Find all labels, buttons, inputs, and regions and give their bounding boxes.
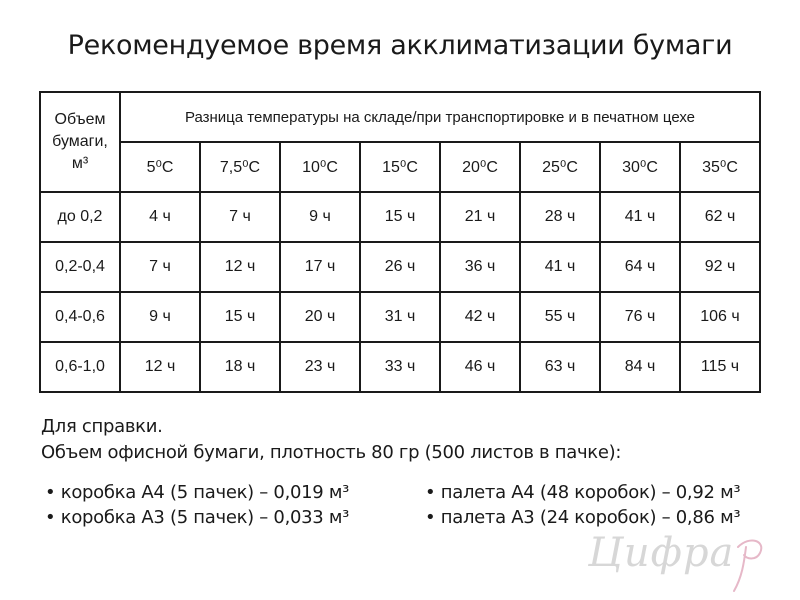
time-cell: 42 ч [439,291,521,343]
reference-subtitle: Объем офисной бумаги, плотность 80 гр (5… [41,442,622,463]
time-cell: 26 ч [359,241,441,293]
brand-logo: Цифра [588,530,735,576]
volume-range-cell: 0,6-1,0 [39,341,121,393]
time-cell: 15 ч [199,291,281,343]
volume-header-line: бумаги, [52,133,108,150]
page-title: Рекомендуемое время акклиматизации бумаг… [67,30,733,61]
list-item: коробка А3 (5 пачек) – 0,033 м³ [45,505,350,530]
table-row: 0,6-1,0 12 ч 18 ч 23 ч 33 ч 46 ч 63 ч 84… [39,341,761,393]
time-cell: 36 ч [439,241,521,293]
table-row: до 0,2 4 ч 7 ч 9 ч 15 ч 21 ч 28 ч 41 ч 6… [39,191,761,243]
time-cell: 92 ч [679,241,761,293]
temp-header-cell: 7,5⁰С [199,141,281,193]
time-cell: 12 ч [199,241,281,293]
reference-title: Для справки. [41,416,163,437]
table-header-row: Объем бумаги, м³ Разница температуры на … [39,91,761,193]
volume-range-cell: до 0,2 [39,191,121,243]
time-cell: 15 ч [359,191,441,243]
time-cell: 63 ч [519,341,601,393]
temp-header-cell: 20⁰С [439,141,521,193]
temp-header-cell: 15⁰С [359,141,441,193]
time-cell: 28 ч [519,191,601,243]
time-cell: 46 ч [439,341,521,393]
time-cell: 17 ч [279,241,361,293]
volume-header-line: м³ [71,155,89,172]
time-cell: 4 ч [119,191,201,243]
time-cell: 33 ч [359,341,441,393]
time-cell: 115 ч [679,341,761,393]
reference-note: Для справки. Объем офисной бумаги, плотн… [41,414,621,466]
time-cell: 7 ч [199,191,281,243]
table-row: 0,4-0,6 9 ч 15 ч 20 ч 31 ч 42 ч 55 ч 76 … [39,291,761,343]
acclimatization-table: Объем бумаги, м³ Разница температуры на … [39,91,761,393]
temperature-header-row: 5⁰С 7,5⁰С 10⁰С 15⁰С 20⁰С 25⁰С 30⁰С 35⁰С [40,141,761,193]
time-cell: 41 ч [519,241,601,293]
time-cell: 41 ч [599,191,681,243]
time-cell: 7 ч [119,241,201,293]
temperature-difference-header: Разница температуры на складе/при трансп… [119,91,761,143]
table-row: 0,2-0,4 7 ч 12 ч 17 ч 26 ч 36 ч 41 ч 64 … [39,241,761,293]
time-cell: 55 ч [519,291,601,343]
time-cell: 9 ч [279,191,361,243]
list-item: палета А3 (24 коробок) – 0,86 м³ [425,505,741,530]
pallet-volume-list: палета А4 (48 коробок) – 0,92 м³ палета … [425,480,741,530]
temp-header-cell: 30⁰С [599,141,681,193]
box-volume-list: коробка А4 (5 пачек) – 0,019 м³ коробка … [45,480,350,530]
time-cell: 106 ч [679,291,761,343]
time-cell: 18 ч [199,341,281,393]
volume-header-line: Объем [54,111,106,128]
volume-column-header: Объем бумаги, м³ [39,91,121,193]
time-cell: 64 ч [599,241,681,293]
logo-swash-icon [733,539,763,592]
time-cell: 23 ч [279,341,361,393]
temp-header-cell: 10⁰С [279,141,361,193]
time-cell: 20 ч [279,291,361,343]
time-cell: 62 ч [679,191,761,243]
temp-header-cell: 5⁰С [119,141,201,193]
time-cell: 76 ч [599,291,681,343]
list-item: коробка А4 (5 пачек) – 0,019 м³ [45,480,350,505]
time-cell: 31 ч [359,291,441,343]
time-cell: 84 ч [599,341,681,393]
time-cell: 12 ч [119,341,201,393]
temp-header-cell: 35⁰С [679,141,761,193]
volume-range-cell: 0,2-0,4 [39,241,121,293]
time-cell: 9 ч [119,291,201,343]
volume-range-cell: 0,4-0,6 [39,291,121,343]
list-item: палета А4 (48 коробок) – 0,92 м³ [425,480,741,505]
temp-header-cell: 25⁰С [519,141,601,193]
time-cell: 21 ч [439,191,521,243]
